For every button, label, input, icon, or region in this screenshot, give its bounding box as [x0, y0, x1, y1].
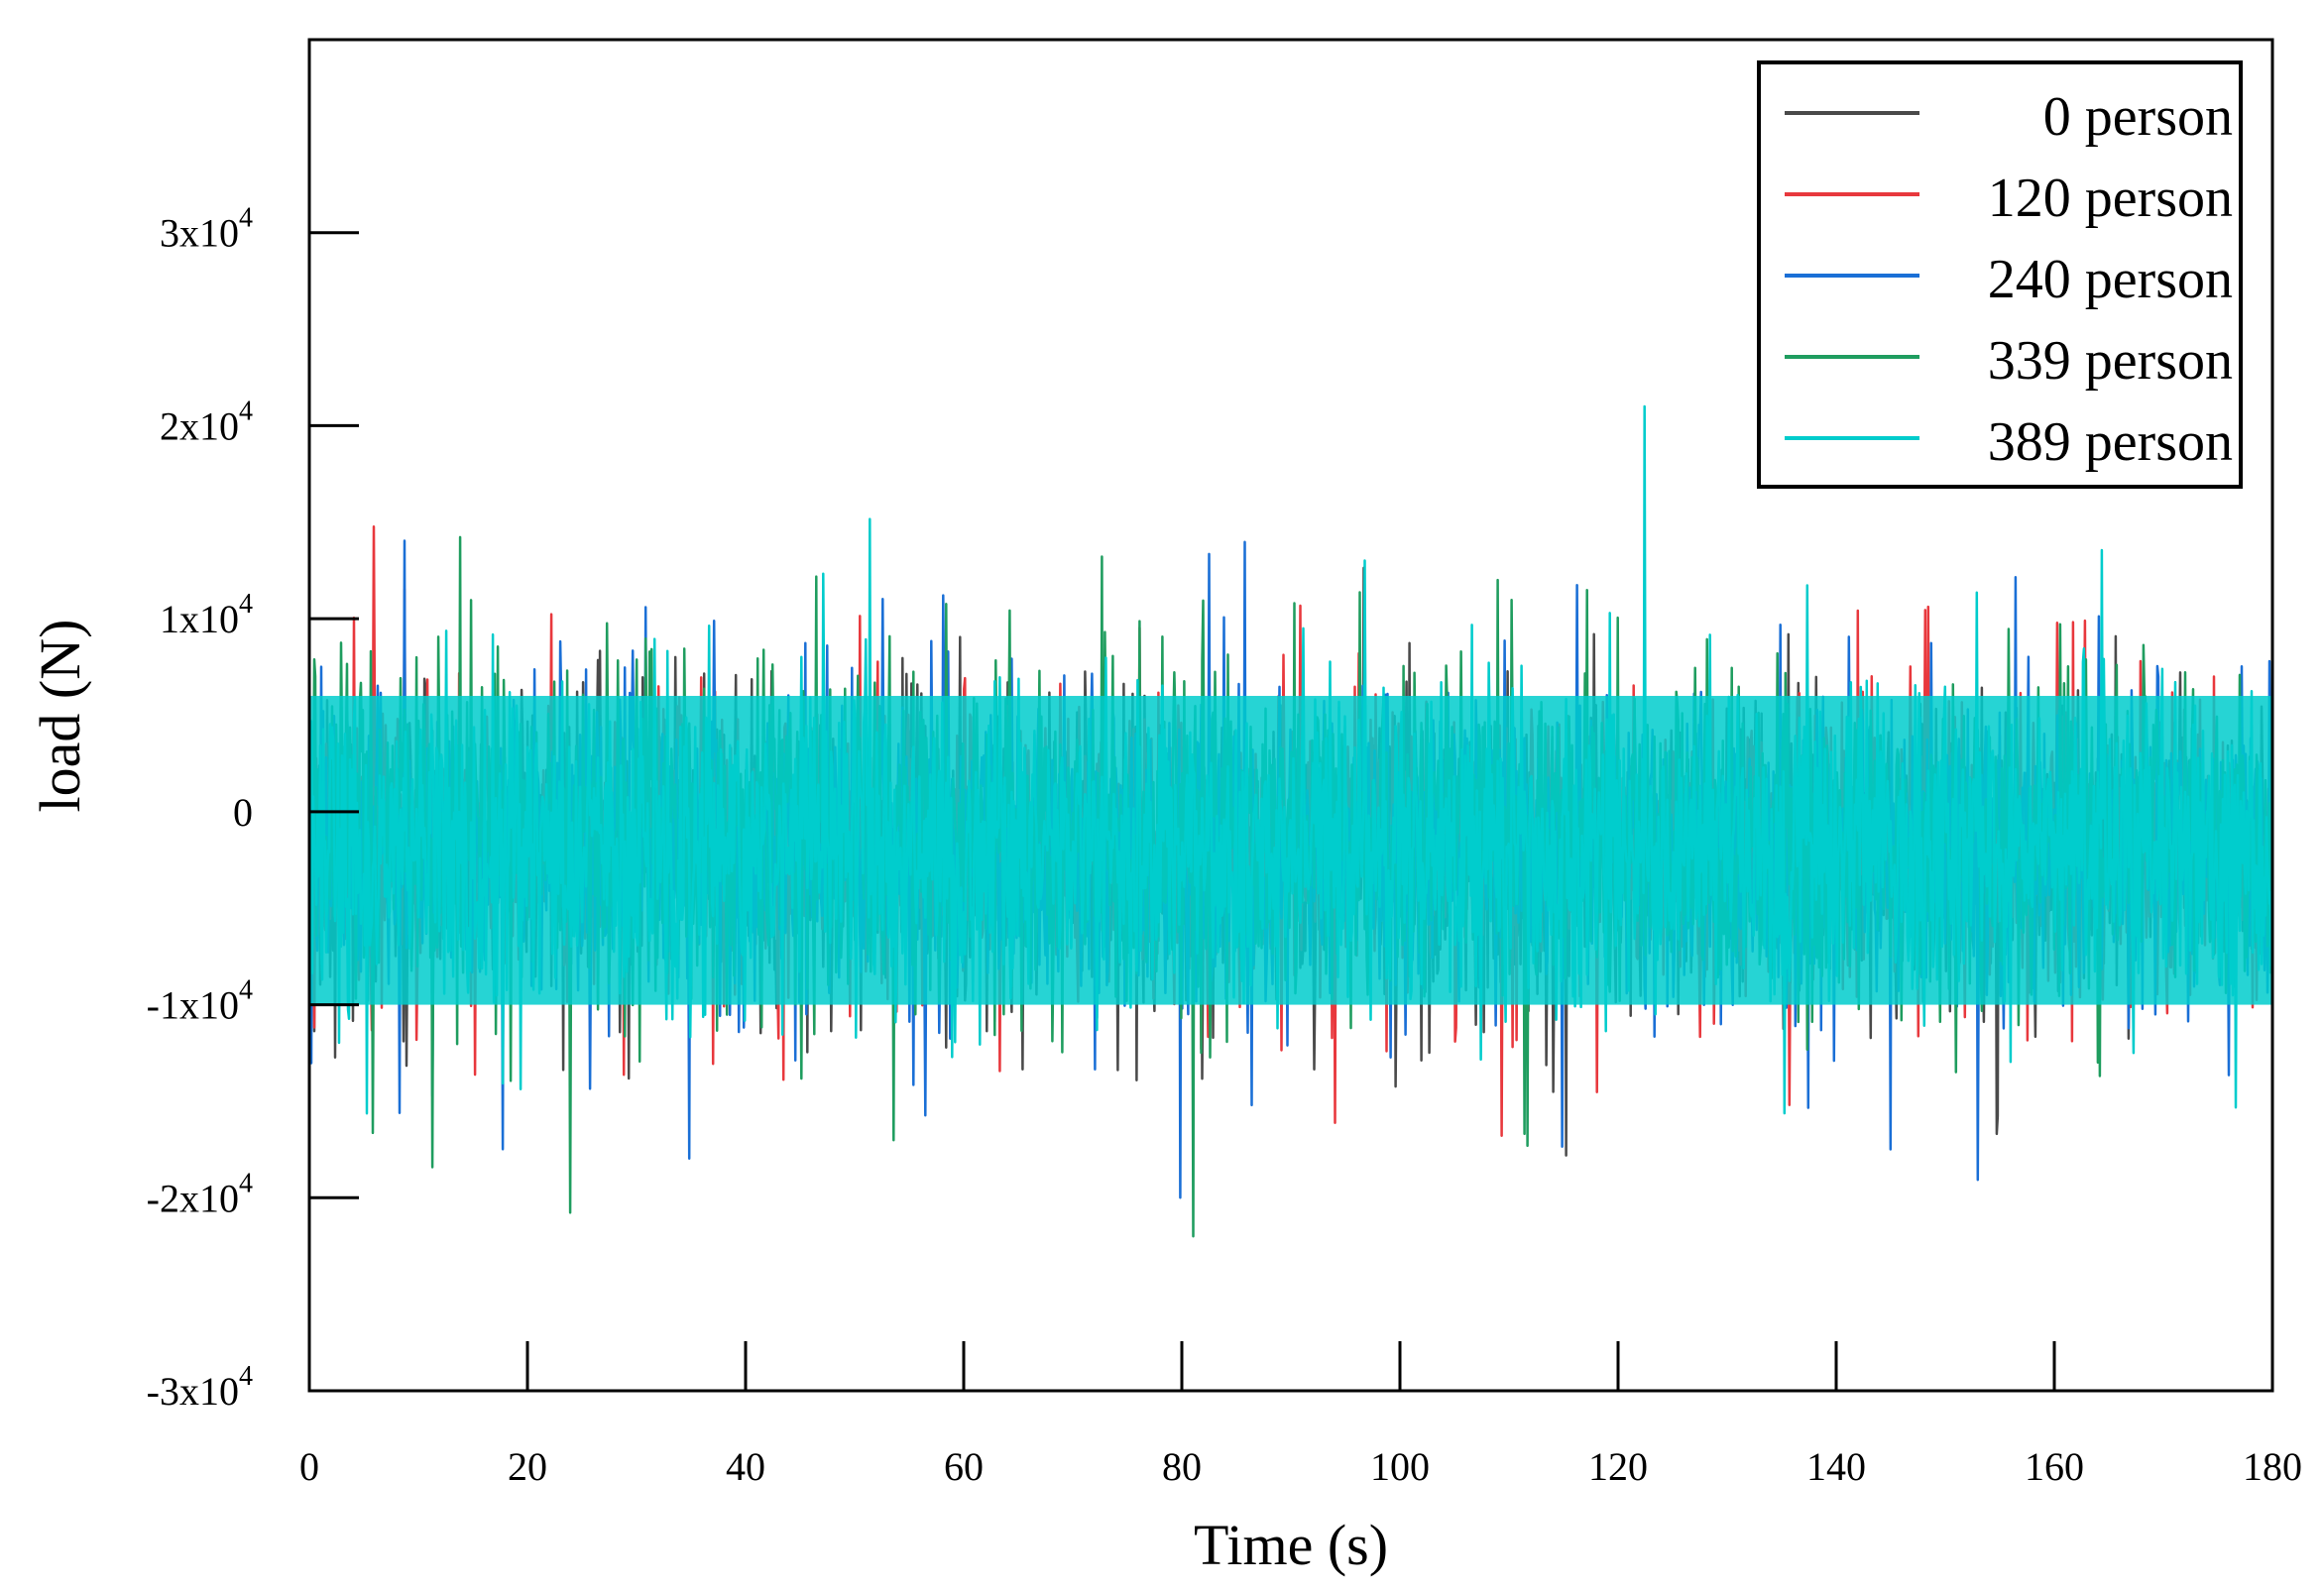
legend-label: 339 person	[1988, 330, 2233, 392]
legend: 0 person 120 person 240 person 339 person 38…	[1757, 60, 2243, 489]
x-tick-label: 120	[1588, 1444, 1648, 1489]
legend-label: 120 person	[1988, 168, 2233, 229]
y-tick-label: -2x104	[147, 1168, 253, 1220]
y-axis-title: load (N)	[28, 620, 92, 813]
y-axis: 3x104 2x104 1x104 0 -1x104 -2x104 -3x104	[147, 203, 359, 1414]
x-tick-label: 60	[944, 1444, 984, 1489]
legend-label: 0 person	[2043, 86, 2233, 148]
series-layer	[309, 404, 2272, 1238]
x-tick-label: 0	[299, 1444, 319, 1489]
y-tick-label: -1x104	[147, 975, 253, 1028]
plot-frame	[307, 38, 2274, 1393]
series-core-band	[309, 696, 2272, 1005]
x-tick-label: 180	[2243, 1444, 2302, 1489]
y-tick-label: 1x104	[160, 589, 253, 641]
x-tick-label: 160	[2025, 1444, 2084, 1489]
x-axis: 0 20 40 60 80 100 120 140 160 180	[299, 1341, 2302, 1489]
x-tick-label: 100	[1370, 1444, 1430, 1489]
legend-label: 389 person	[1988, 411, 2233, 473]
y-tick-label: 2x104	[160, 396, 253, 448]
legend-label: 240 person	[1988, 249, 2233, 310]
x-axis-title: Time (s)	[1194, 1513, 1388, 1577]
y-tick-label: 0	[233, 790, 253, 835]
x-tick-label: 20	[508, 1444, 547, 1489]
x-tick-label: 80	[1162, 1444, 1202, 1489]
x-tick-label: 140	[1806, 1444, 1866, 1489]
y-tick-label: -3x104	[147, 1361, 253, 1414]
y-tick-label: 3x104	[160, 203, 253, 256]
x-tick-label: 40	[726, 1444, 765, 1489]
